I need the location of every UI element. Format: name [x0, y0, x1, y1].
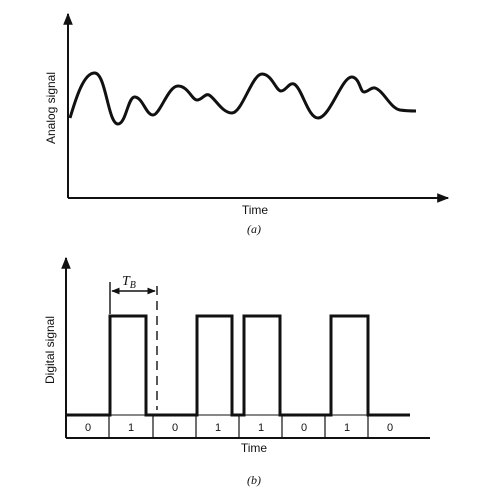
bit-labels: 0 1 0 1 1 0 1 0: [85, 422, 393, 434]
panel-a: Analog signal Time (a): [44, 12, 450, 236]
bit-label: 0: [85, 422, 91, 434]
analog-y-label: Analog signal: [44, 72, 58, 144]
digital-y-label: Digital signal: [43, 316, 57, 384]
bit-label: 0: [301, 422, 307, 434]
digital-x-label: Time: [241, 441, 268, 455]
period-label: TB: [122, 274, 136, 291]
bit-label: 1: [215, 422, 221, 434]
caption-a: (a): [247, 222, 261, 236]
bit-dividers: [108, 415, 369, 438]
panel-b: TB 0 1 0 1 1 0 1 0 Digital signal Time (…: [43, 256, 430, 487]
bit-label: 1: [128, 422, 134, 434]
caption-b: (b): [247, 473, 261, 487]
bit-label: 0: [172, 422, 178, 434]
digital-waveform: [66, 314, 410, 417]
bit-label: 1: [344, 422, 350, 434]
bit-label: 0: [387, 422, 393, 434]
bit-label: 1: [258, 422, 264, 434]
analog-waveform: [68, 71, 417, 126]
analog-x-label: Time: [242, 203, 269, 217]
